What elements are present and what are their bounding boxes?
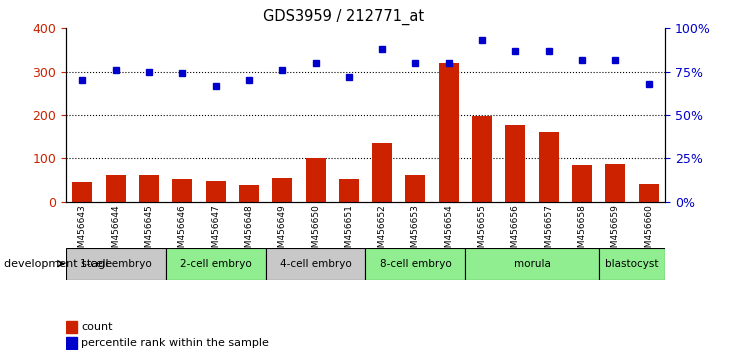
- Text: GSM456647: GSM456647: [211, 204, 220, 259]
- Bar: [339, 179, 359, 202]
- Text: GSM456644: GSM456644: [111, 204, 120, 259]
- Bar: [66, 337, 77, 349]
- Text: GSM456650: GSM456650: [311, 204, 320, 259]
- Text: GSM456656: GSM456656: [511, 204, 520, 259]
- Bar: [239, 185, 259, 202]
- Text: GSM456660: GSM456660: [644, 204, 653, 259]
- Text: GSM456649: GSM456649: [278, 204, 287, 259]
- Bar: [106, 175, 126, 202]
- Text: percentile rank within the sample: percentile rank within the sample: [81, 338, 269, 348]
- Bar: [166, 248, 265, 280]
- Bar: [472, 116, 492, 202]
- Bar: [372, 143, 392, 202]
- Text: GSM456654: GSM456654: [444, 204, 453, 259]
- Bar: [439, 63, 459, 202]
- Text: GSM456651: GSM456651: [344, 204, 353, 259]
- Text: GSM456643: GSM456643: [78, 204, 87, 259]
- Bar: [572, 165, 592, 202]
- Text: GSM456648: GSM456648: [244, 204, 254, 259]
- Bar: [599, 248, 665, 280]
- Text: GSM456645: GSM456645: [145, 204, 154, 259]
- Bar: [505, 125, 526, 202]
- Text: GDS3959 / 212771_at: GDS3959 / 212771_at: [263, 9, 424, 25]
- Text: development stage: development stage: [4, 259, 112, 269]
- Text: GSM456653: GSM456653: [411, 204, 420, 259]
- Bar: [205, 181, 226, 202]
- Text: 2-cell embryo: 2-cell embryo: [180, 259, 251, 269]
- Bar: [539, 132, 558, 202]
- Text: GSM456646: GSM456646: [178, 204, 187, 259]
- Text: GSM456655: GSM456655: [477, 204, 487, 259]
- Bar: [306, 159, 325, 202]
- Text: morula: morula: [514, 259, 550, 269]
- Bar: [72, 182, 92, 202]
- Text: GSM456652: GSM456652: [378, 204, 387, 259]
- Text: 1-cell embryo: 1-cell embryo: [80, 259, 151, 269]
- Text: 8-cell embryo: 8-cell embryo: [379, 259, 451, 269]
- Text: GSM456658: GSM456658: [577, 204, 586, 259]
- Bar: [272, 178, 292, 202]
- Bar: [639, 184, 659, 202]
- Text: count: count: [81, 322, 113, 332]
- Bar: [466, 248, 599, 280]
- Text: 4-cell embryo: 4-cell embryo: [280, 259, 352, 269]
- Bar: [366, 248, 466, 280]
- Text: blastocyst: blastocyst: [605, 259, 659, 269]
- Bar: [265, 248, 366, 280]
- Bar: [605, 164, 625, 202]
- Bar: [406, 175, 425, 202]
- Bar: [66, 248, 166, 280]
- Bar: [173, 179, 192, 202]
- Text: GSM456659: GSM456659: [611, 204, 620, 259]
- Bar: [66, 321, 77, 333]
- Text: GSM456657: GSM456657: [544, 204, 553, 259]
- Bar: [139, 175, 159, 202]
